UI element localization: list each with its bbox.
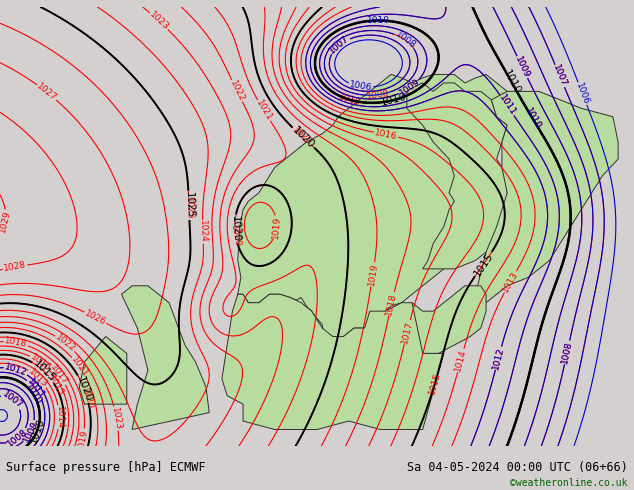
Text: 1009: 1009 bbox=[398, 77, 422, 98]
Text: 1009: 1009 bbox=[22, 419, 40, 444]
Text: 1025: 1025 bbox=[184, 196, 194, 220]
Text: 1007: 1007 bbox=[552, 64, 568, 88]
Text: 1018: 1018 bbox=[385, 292, 399, 316]
Text: 1022: 1022 bbox=[228, 78, 246, 103]
Text: 1009: 1009 bbox=[398, 77, 422, 98]
Text: 1008: 1008 bbox=[560, 340, 574, 365]
Text: 1012: 1012 bbox=[491, 346, 506, 370]
Text: 1019: 1019 bbox=[366, 262, 379, 287]
Text: 1020: 1020 bbox=[80, 386, 94, 410]
Text: 1009: 1009 bbox=[22, 419, 40, 444]
Text: 1028: 1028 bbox=[3, 261, 27, 273]
Text: 1022: 1022 bbox=[53, 333, 77, 354]
Text: 1027: 1027 bbox=[35, 81, 58, 103]
Text: Surface pressure [hPa] ECMWF: Surface pressure [hPa] ECMWF bbox=[6, 461, 206, 474]
Text: 1014: 1014 bbox=[55, 406, 64, 428]
Text: 1010: 1010 bbox=[523, 106, 542, 131]
Text: 1015: 1015 bbox=[46, 374, 65, 398]
Text: 1011: 1011 bbox=[25, 377, 46, 401]
Text: 1010: 1010 bbox=[23, 383, 43, 407]
Text: 1026: 1026 bbox=[83, 308, 108, 327]
Text: 1006: 1006 bbox=[349, 80, 373, 93]
Text: 1016: 1016 bbox=[374, 128, 398, 142]
Text: 1025: 1025 bbox=[183, 192, 195, 219]
Text: 1009: 1009 bbox=[514, 55, 531, 79]
Text: 1008: 1008 bbox=[560, 340, 574, 365]
Text: 1011: 1011 bbox=[497, 93, 517, 118]
Text: 1023: 1023 bbox=[110, 406, 123, 431]
Text: 1012: 1012 bbox=[491, 346, 506, 370]
Text: 1014: 1014 bbox=[453, 348, 468, 372]
Polygon shape bbox=[222, 294, 444, 430]
Text: 1013: 1013 bbox=[501, 270, 520, 294]
Text: 1008: 1008 bbox=[6, 427, 30, 448]
Text: 1019: 1019 bbox=[271, 216, 282, 239]
Text: 1009: 1009 bbox=[514, 55, 531, 79]
Text: 1017: 1017 bbox=[400, 319, 415, 344]
Text: 1020: 1020 bbox=[230, 224, 242, 248]
Polygon shape bbox=[122, 286, 209, 430]
Text: 1007: 1007 bbox=[1, 390, 25, 410]
Text: 1024: 1024 bbox=[198, 220, 207, 243]
Text: 1029: 1029 bbox=[0, 209, 12, 234]
Polygon shape bbox=[79, 337, 127, 404]
Text: 1010: 1010 bbox=[366, 16, 390, 25]
Text: 1023: 1023 bbox=[148, 10, 171, 32]
Text: 1010: 1010 bbox=[337, 92, 362, 107]
Text: 1017: 1017 bbox=[48, 363, 69, 386]
Text: 1007: 1007 bbox=[551, 64, 568, 88]
Text: 1021: 1021 bbox=[254, 98, 274, 122]
Text: 1018: 1018 bbox=[4, 336, 28, 349]
Text: 1016: 1016 bbox=[29, 352, 53, 373]
Text: 1015: 1015 bbox=[472, 250, 495, 278]
Text: 1020: 1020 bbox=[230, 216, 240, 242]
Text: 1010: 1010 bbox=[501, 68, 522, 96]
Text: 1013: 1013 bbox=[27, 367, 49, 389]
Text: 1008: 1008 bbox=[366, 89, 390, 100]
Text: 1010: 1010 bbox=[23, 383, 43, 407]
Polygon shape bbox=[476, 91, 618, 303]
Text: 1008: 1008 bbox=[393, 29, 417, 50]
Text: 1006: 1006 bbox=[574, 81, 591, 106]
Text: 1019: 1019 bbox=[76, 428, 89, 453]
Text: 1010: 1010 bbox=[523, 106, 543, 131]
Text: Sa 04-05-2024 00:00 UTC (06+66): Sa 04-05-2024 00:00 UTC (06+66) bbox=[407, 461, 628, 474]
Text: 1011: 1011 bbox=[25, 377, 46, 401]
Text: ©weatheronline.co.uk: ©weatheronline.co.uk bbox=[510, 478, 628, 488]
Text: 1007: 1007 bbox=[328, 34, 351, 56]
Text: 1012: 1012 bbox=[4, 362, 28, 377]
Text: 1020: 1020 bbox=[290, 125, 316, 150]
Polygon shape bbox=[412, 286, 486, 353]
Text: 1015: 1015 bbox=[427, 371, 443, 395]
Text: 1007: 1007 bbox=[1, 390, 25, 410]
Text: 1021: 1021 bbox=[69, 355, 89, 379]
Text: 1020: 1020 bbox=[290, 125, 313, 147]
Text: 1007: 1007 bbox=[328, 34, 351, 56]
Text: 1008: 1008 bbox=[6, 427, 30, 448]
Text: 1015: 1015 bbox=[31, 359, 57, 384]
Text: 1011: 1011 bbox=[497, 93, 517, 118]
Text: 1012: 1012 bbox=[4, 362, 28, 377]
Polygon shape bbox=[275, 297, 323, 345]
Text: 1010: 1010 bbox=[380, 92, 408, 108]
Polygon shape bbox=[238, 74, 507, 337]
Polygon shape bbox=[407, 83, 507, 269]
Text: 1020: 1020 bbox=[75, 375, 94, 403]
Text: 1010: 1010 bbox=[28, 416, 46, 444]
